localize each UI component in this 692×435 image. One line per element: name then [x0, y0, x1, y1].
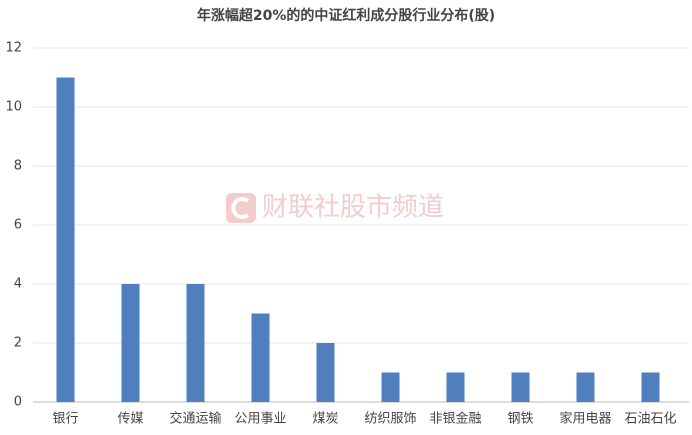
x-tick-label: 纺织服饰: [364, 412, 416, 427]
x-tick-label: 煤炭: [312, 412, 338, 427]
chart-title: 年涨幅超20%的的中证红利成分股行业分布(股): [197, 7, 495, 24]
bar: [56, 77, 75, 402]
y-tick-label: 2: [14, 336, 22, 351]
bar: [251, 313, 270, 402]
watermark: 财联社股市频道: [262, 193, 444, 223]
bar: [381, 372, 400, 402]
bar: [641, 372, 660, 402]
bar: [186, 284, 205, 402]
x-tick-label: 非银金融: [429, 411, 481, 427]
y-tick-label: 8: [14, 159, 22, 174]
x-tick-label: 传媒: [117, 412, 143, 427]
bar: [576, 372, 595, 402]
y-tick-label: 12: [5, 41, 22, 56]
x-tick-label: 公用事业: [234, 412, 286, 427]
bar: [446, 372, 465, 402]
x-tick-label: 钢铁: [507, 412, 533, 427]
bar: [121, 284, 140, 402]
y-tick-label: 6: [14, 218, 22, 233]
y-tick-label: 0: [14, 395, 22, 410]
bar: [316, 343, 335, 402]
x-tick-label: 银行: [52, 412, 78, 427]
x-tick-label: 石油石化: [624, 412, 676, 427]
y-tick-label: 4: [14, 277, 22, 292]
x-tick-label: 家用电器: [559, 411, 611, 427]
watermark-logo: [226, 193, 256, 223]
y-tick-label: 10: [5, 100, 22, 115]
bar: [511, 372, 530, 402]
x-tick-label: 交通运输: [169, 411, 221, 427]
